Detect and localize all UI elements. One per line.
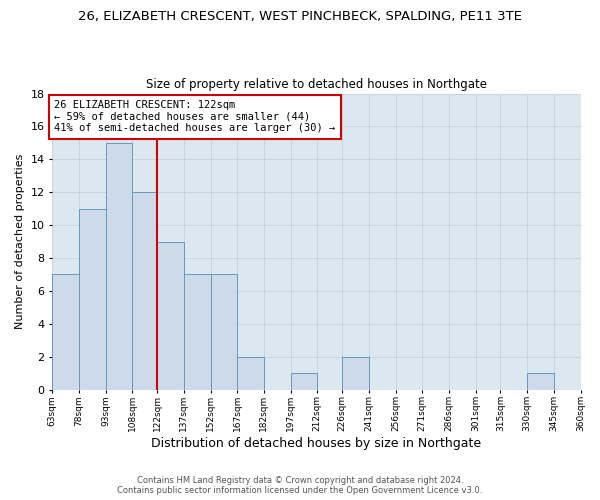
Text: 26 ELIZABETH CRESCENT: 122sqm
← 59% of detached houses are smaller (44)
41% of s: 26 ELIZABETH CRESCENT: 122sqm ← 59% of d… bbox=[54, 100, 335, 134]
Bar bbox=[237, 356, 264, 390]
Bar bbox=[527, 373, 554, 390]
Text: Contains HM Land Registry data © Crown copyright and database right 2024.
Contai: Contains HM Land Registry data © Crown c… bbox=[118, 476, 482, 495]
Bar bbox=[211, 274, 237, 390]
Bar bbox=[290, 373, 317, 390]
Title: Size of property relative to detached houses in Northgate: Size of property relative to detached ho… bbox=[146, 78, 487, 91]
Bar bbox=[106, 143, 133, 390]
Bar bbox=[52, 274, 79, 390]
Bar bbox=[157, 242, 184, 390]
Bar bbox=[79, 208, 106, 390]
Bar bbox=[342, 356, 369, 390]
Text: 26, ELIZABETH CRESCENT, WEST PINCHBECK, SPALDING, PE11 3TE: 26, ELIZABETH CRESCENT, WEST PINCHBECK, … bbox=[78, 10, 522, 23]
Bar bbox=[133, 192, 157, 390]
Bar bbox=[184, 274, 211, 390]
X-axis label: Distribution of detached houses by size in Northgate: Distribution of detached houses by size … bbox=[151, 437, 481, 450]
Y-axis label: Number of detached properties: Number of detached properties bbox=[15, 154, 25, 329]
